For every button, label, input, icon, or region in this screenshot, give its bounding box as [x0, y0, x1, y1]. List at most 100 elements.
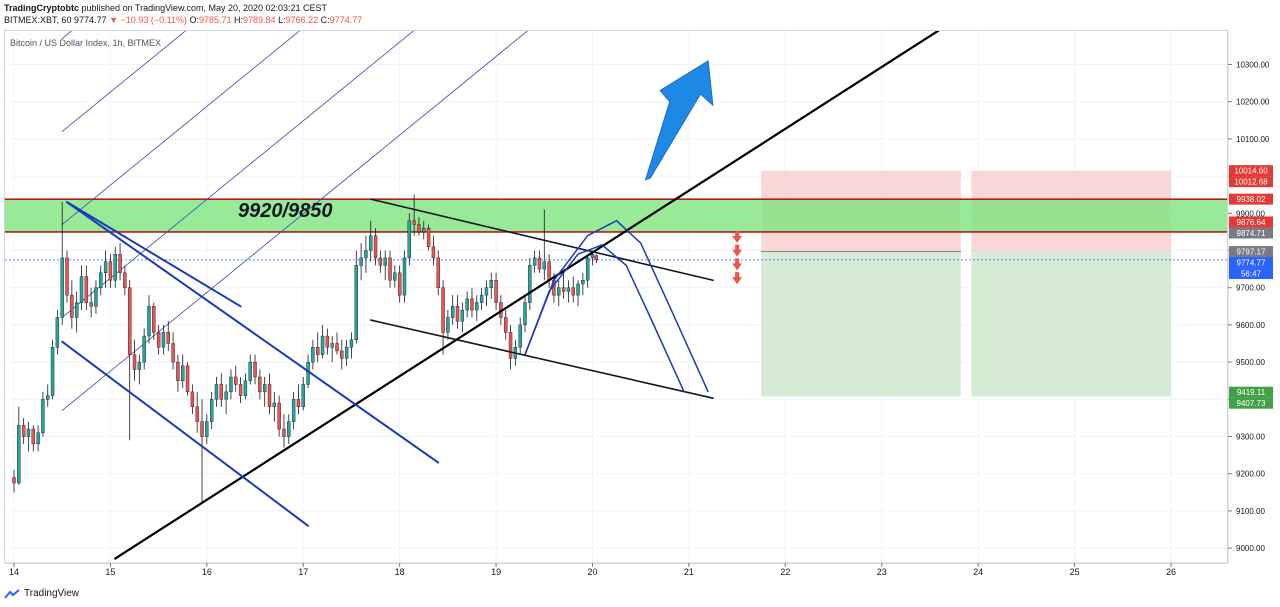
candle-body — [46, 395, 50, 400]
candle-body — [267, 384, 272, 407]
price-badge — [1229, 246, 1273, 258]
candle-body — [412, 220, 416, 225]
candle-body — [475, 302, 479, 311]
candle-body — [291, 399, 296, 422]
x-tick-label: 15 — [105, 567, 115, 577]
high-value: 9789.84 — [243, 15, 276, 25]
tradingview-logo-icon — [4, 588, 20, 599]
candle-body — [277, 402, 281, 430]
candle-body — [581, 280, 585, 285]
open-value: 9785.71 — [198, 15, 232, 25]
candle-body — [224, 391, 228, 400]
x-tick-label: 18 — [395, 567, 405, 577]
lower-wedge-line — [369, 319, 714, 399]
candle-body — [470, 298, 474, 311]
candle-body — [373, 235, 378, 259]
close-label: C: — [320, 15, 330, 25]
candle-body — [123, 272, 127, 288]
candle-body — [26, 428, 31, 437]
projection-arc-inner — [524, 244, 685, 393]
candle-body — [344, 347, 349, 359]
candle-body — [436, 257, 440, 288]
y-tick-label: 9100.00 — [1236, 507, 1265, 516]
candle-body — [402, 257, 407, 296]
candle-body — [272, 402, 277, 407]
candle-body — [542, 261, 546, 270]
y-tick-label: 9000.00 — [1236, 544, 1265, 553]
candle-body — [142, 335, 146, 363]
candle-body — [103, 261, 108, 274]
channel-line — [61, 31, 300, 225]
low-value: 9766.22 — [285, 15, 319, 25]
y-tick-label: 9300.00 — [1236, 433, 1265, 442]
price-badge — [1229, 176, 1273, 188]
candle-body — [190, 391, 195, 407]
candle-body — [484, 287, 489, 296]
candle-body — [301, 384, 305, 407]
candle-body — [94, 287, 98, 307]
candle-body — [369, 235, 373, 251]
candle-body — [311, 347, 315, 363]
price-badge-label: 9938.02 — [1237, 195, 1266, 204]
price-badge — [1229, 193, 1273, 205]
high-label: H: — [234, 15, 244, 25]
published-text: published on TradingView.com, May 20, 20… — [81, 3, 328, 13]
candle-body — [108, 261, 113, 281]
candle-body — [262, 384, 267, 393]
candle-body — [594, 255, 599, 261]
candle-body — [50, 347, 55, 396]
candle-body — [397, 272, 402, 296]
low-label: L: — [278, 15, 286, 25]
price-badge — [1229, 397, 1273, 409]
candle-body — [378, 257, 383, 266]
candle-body — [537, 257, 542, 270]
last-price: 9774.77 — [74, 15, 107, 25]
candle-body — [566, 287, 571, 292]
candle-body — [547, 261, 551, 281]
candle-body — [181, 365, 185, 381]
candle-body — [494, 280, 498, 303]
candle-body — [354, 265, 358, 340]
price-badge-label: 10012.68 — [1234, 178, 1268, 187]
candle-body — [585, 257, 590, 281]
candle-body — [446, 317, 450, 333]
channel-line — [61, 31, 528, 411]
y-tick-label: 9200.00 — [1236, 470, 1265, 479]
x-tick-label: 25 — [1070, 567, 1080, 577]
candle-body — [316, 347, 320, 355]
candle-body — [205, 421, 209, 437]
y-tick-label: 10100.00 — [1236, 135, 1270, 144]
price-axis[interactable]: 9000.009100.009200.009300.009400.009500.… — [1227, 31, 1270, 563]
candle-body — [465, 298, 469, 311]
down-triangle-icon: ▼ — [109, 15, 119, 25]
price-badge — [1229, 227, 1273, 239]
take-profit-zone — [971, 251, 1171, 397]
candle-body — [248, 361, 252, 381]
candle-body — [238, 384, 243, 396]
candle-body — [234, 376, 238, 385]
x-tick-label: 26 — [1166, 567, 1176, 577]
descending-channel-upper — [66, 201, 242, 308]
candle-body — [422, 227, 426, 233]
candle-body — [325, 335, 330, 348]
candle-body — [200, 421, 204, 437]
candle-body — [335, 343, 339, 352]
candle-body — [523, 302, 527, 326]
y-tick-label: 10300.00 — [1236, 60, 1270, 69]
candle-body — [185, 365, 190, 393]
x-tick-label: 14 — [9, 567, 19, 577]
x-tick-label: 21 — [684, 567, 694, 577]
x-tick-label: 17 — [298, 567, 308, 577]
time-axis[interactable]: 14 15 16 17 18 19 20 21 22 23 24 25 26 — [5, 562, 1228, 577]
candle-body — [388, 257, 392, 281]
candle-body — [561, 287, 566, 292]
candle-body — [156, 332, 161, 348]
x-tick-label: 24 — [973, 567, 983, 577]
drawings-back — [5, 31, 1227, 411]
candle-body — [132, 354, 137, 370]
price-badge — [1229, 257, 1273, 269]
take-profit-zone — [761, 251, 961, 397]
candle-body — [214, 384, 219, 400]
candle-body — [74, 302, 79, 318]
